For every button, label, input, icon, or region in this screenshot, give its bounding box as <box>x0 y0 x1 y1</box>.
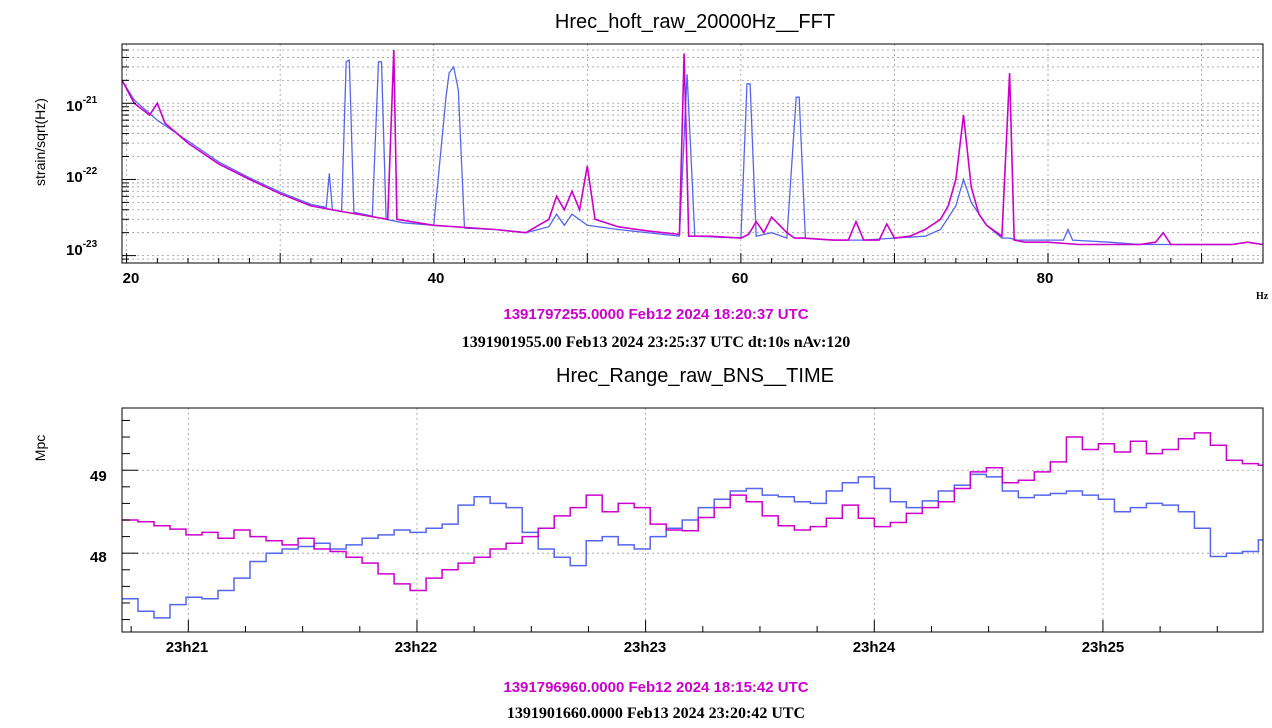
fft-x-tick-label: 40 <box>428 270 445 287</box>
range-series-magenta <box>122 432 1263 592</box>
fft-legend-magenta: 1391797255.0000 Feb12 2024 18:20:37 UTC <box>503 306 808 323</box>
fft-traces <box>121 49 1264 246</box>
range-x-tick-label: 23h25 <box>1082 639 1125 656</box>
range-x-tick-label: 23h22 <box>395 639 438 656</box>
range-title: Hrec_Range_raw_BNS__TIME <box>556 365 834 387</box>
fft-x-tick-label: 80 <box>1037 270 1054 287</box>
range-series-blue <box>122 473 1263 619</box>
range-legend-magenta: 1391796960.0000 Feb12 2024 18:15:42 UTC <box>503 679 808 696</box>
range-x-tick-label: 23h21 <box>166 639 209 656</box>
fft-legend-blue: 1391901955.00 Feb13 2024 23:25:37 UTC dt… <box>462 334 851 351</box>
fft-y-tick-labels: 10-21 10-22 10-23 <box>66 95 98 259</box>
fft-frame <box>121 43 1264 264</box>
fft-series-blue <box>121 58 1264 246</box>
fft-y-tick-label: 10-21 <box>66 95 98 115</box>
fft-y-tick-exp: -23 <box>83 239 98 250</box>
fft-x-tick-label: 60 <box>732 270 749 287</box>
fft-series-magenta <box>121 49 1264 246</box>
fft-x-tick-labels: 20 40 60 80 <box>123 270 1054 287</box>
fft-xlabel: Hz <box>1256 291 1269 302</box>
range-legend-blue: 1391901660.0000 Feb13 2024 23:20:42 UTC <box>507 705 805 722</box>
range-y-tick-label: 49 <box>90 468 107 485</box>
fft-y-tick-exp: -22 <box>83 166 98 177</box>
range-ticks <box>122 419 1218 632</box>
range-y-tick-labels: 48 49 <box>90 468 107 566</box>
range-x-tick-label: 23h23 <box>624 639 667 656</box>
range-traces <box>122 432 1263 619</box>
range-x-tick-label: 23h24 <box>853 639 896 656</box>
fft-y-tick-label: 10-23 <box>66 239 98 259</box>
fft-panel: Hrec_hoft_raw_20000Hz__FFT strain/sqrt(H… <box>32 11 1269 351</box>
fft-ticks <box>122 43 1264 264</box>
range-panel: Hrec_Range_raw_BNS__TIME Mpc 48 49 23h21… <box>32 365 1264 722</box>
range-x-tick-labels: 23h21 23h22 23h23 23h24 23h25 <box>166 639 1125 656</box>
fft-x-tick-label: 20 <box>123 270 140 287</box>
fft-ylabel: strain/sqrt(Hz) <box>32 98 48 186</box>
fft-title: Hrec_hoft_raw_20000Hz__FFT <box>555 11 835 33</box>
fft-y-tick-label: 10-22 <box>66 166 98 186</box>
fft-y-tick-exp: -21 <box>83 95 98 106</box>
range-ylabel: Mpc <box>32 435 48 461</box>
fft-grid <box>122 43 1263 264</box>
range-y-tick-label: 48 <box>90 549 107 566</box>
